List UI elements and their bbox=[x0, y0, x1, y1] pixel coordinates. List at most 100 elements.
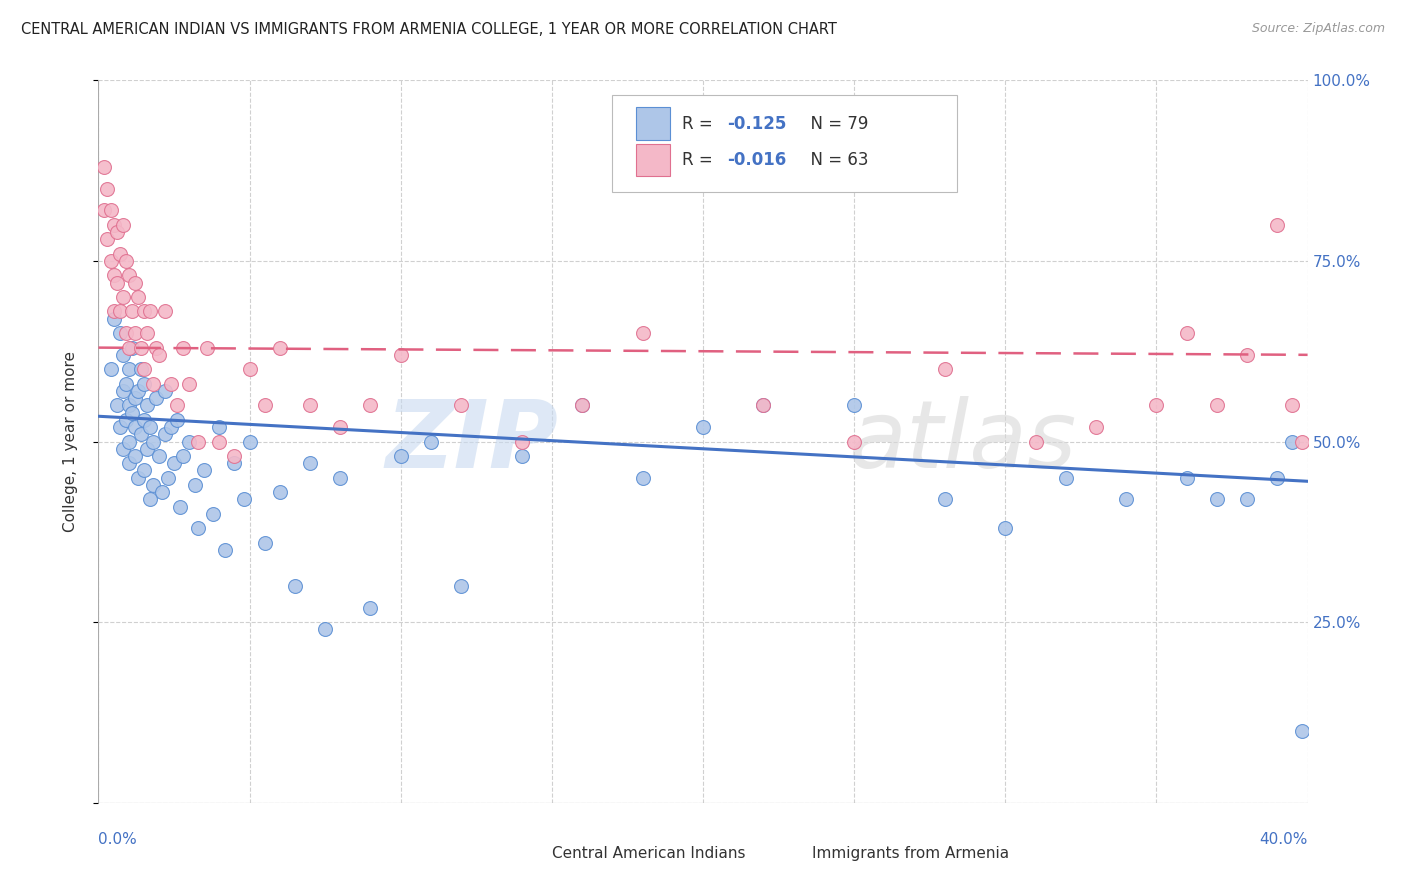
Point bbox=[118, 268, 141, 283]
Point bbox=[132, 413, 155, 427]
Point bbox=[127, 384, 149, 398]
Point bbox=[187, 521, 209, 535]
Point bbox=[96, 232, 118, 246]
FancyBboxPatch shape bbox=[498, 843, 540, 864]
Point bbox=[111, 442, 134, 456]
Y-axis label: College, 1 year or more: College, 1 year or more bbox=[63, 351, 77, 532]
Point bbox=[100, 253, 122, 268]
Text: atlas: atlas bbox=[848, 396, 1077, 487]
Point bbox=[329, 420, 352, 434]
Point bbox=[111, 218, 134, 232]
Point bbox=[269, 485, 291, 500]
Point bbox=[1115, 492, 1137, 507]
Point bbox=[124, 326, 146, 340]
Point bbox=[124, 420, 146, 434]
Text: -0.016: -0.016 bbox=[727, 151, 786, 169]
Point bbox=[269, 341, 291, 355]
Text: 0.0%: 0.0% bbox=[98, 831, 138, 847]
Point bbox=[450, 398, 472, 412]
Point bbox=[150, 485, 173, 500]
Point bbox=[103, 218, 125, 232]
Text: N = 63: N = 63 bbox=[800, 151, 869, 169]
Point bbox=[314, 623, 336, 637]
Point bbox=[127, 290, 149, 304]
Point bbox=[1291, 434, 1313, 449]
Point bbox=[1236, 492, 1258, 507]
Point bbox=[103, 268, 125, 283]
Point bbox=[208, 434, 231, 449]
Point bbox=[145, 341, 167, 355]
Point bbox=[187, 434, 209, 449]
Point bbox=[166, 398, 188, 412]
Point bbox=[124, 391, 146, 405]
Point bbox=[135, 442, 157, 456]
Point bbox=[1085, 420, 1108, 434]
Point bbox=[132, 463, 155, 477]
Point bbox=[139, 492, 162, 507]
Point bbox=[114, 413, 136, 427]
Point bbox=[934, 362, 956, 376]
Point bbox=[127, 470, 149, 484]
Point bbox=[239, 434, 262, 449]
Point bbox=[108, 246, 131, 260]
Point bbox=[166, 413, 188, 427]
Point bbox=[420, 434, 443, 449]
Text: R =: R = bbox=[682, 151, 718, 169]
Point bbox=[145, 391, 167, 405]
Point bbox=[100, 362, 122, 376]
FancyBboxPatch shape bbox=[637, 144, 671, 176]
Point bbox=[389, 348, 412, 362]
Point bbox=[844, 434, 866, 449]
Point bbox=[253, 398, 276, 412]
Point bbox=[510, 434, 533, 449]
FancyBboxPatch shape bbox=[758, 843, 800, 864]
Point bbox=[111, 290, 134, 304]
Point bbox=[389, 449, 412, 463]
Point bbox=[103, 311, 125, 326]
Point bbox=[142, 434, 165, 449]
Point bbox=[105, 276, 128, 290]
Point bbox=[96, 182, 118, 196]
Point bbox=[118, 341, 141, 355]
Point bbox=[208, 420, 231, 434]
Point bbox=[156, 470, 179, 484]
Point bbox=[142, 478, 165, 492]
Point bbox=[129, 427, 152, 442]
Point bbox=[450, 579, 472, 593]
Point bbox=[224, 449, 246, 463]
Point bbox=[118, 398, 141, 412]
Point bbox=[193, 463, 215, 477]
Point bbox=[132, 376, 155, 391]
Point bbox=[253, 535, 276, 549]
Point bbox=[114, 326, 136, 340]
Point bbox=[129, 341, 152, 355]
Point bbox=[93, 160, 115, 174]
Point bbox=[692, 420, 714, 434]
Point bbox=[179, 376, 201, 391]
Point bbox=[108, 304, 131, 318]
Point bbox=[299, 398, 322, 412]
Text: N = 79: N = 79 bbox=[800, 115, 868, 133]
Point bbox=[132, 304, 155, 318]
Point bbox=[1206, 398, 1229, 412]
Point bbox=[153, 427, 176, 442]
Point bbox=[631, 326, 654, 340]
Point bbox=[571, 398, 593, 412]
Point bbox=[93, 203, 115, 218]
Point bbox=[179, 434, 201, 449]
Point bbox=[163, 456, 186, 470]
Point bbox=[160, 376, 183, 391]
Point bbox=[1281, 434, 1303, 449]
Point bbox=[124, 276, 146, 290]
Point bbox=[284, 579, 307, 593]
Point bbox=[329, 470, 352, 484]
Text: -0.125: -0.125 bbox=[727, 115, 786, 133]
Point bbox=[172, 341, 194, 355]
Point bbox=[111, 348, 134, 362]
Point bbox=[121, 406, 143, 420]
Point bbox=[1291, 723, 1313, 738]
Point bbox=[360, 398, 382, 412]
Point bbox=[100, 203, 122, 218]
Point bbox=[1236, 348, 1258, 362]
Point bbox=[1175, 470, 1198, 484]
